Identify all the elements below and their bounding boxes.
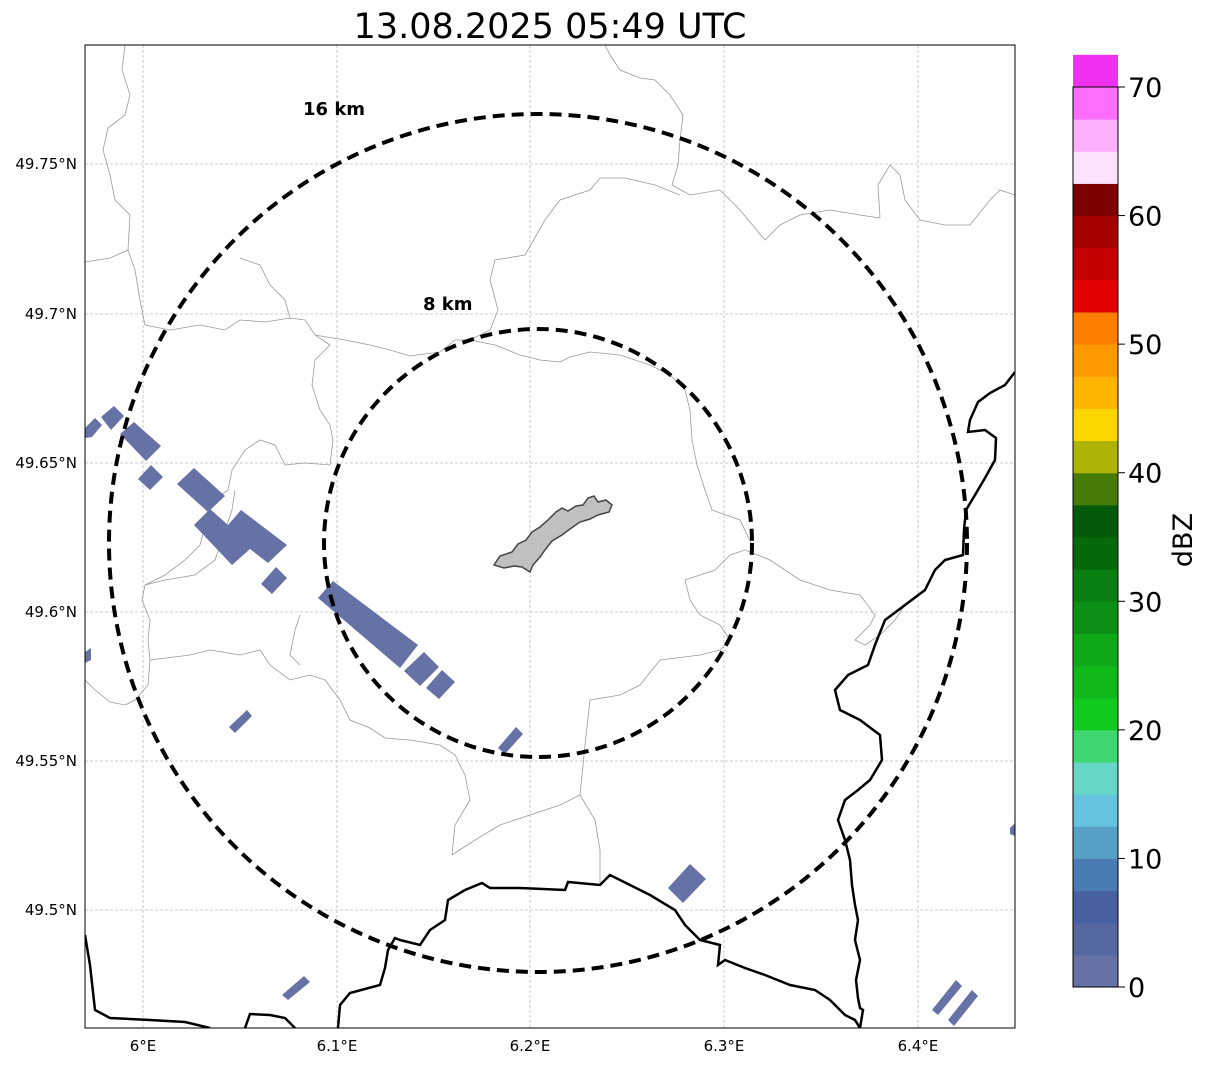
y-tick-label: 49.7°N <box>25 305 77 323</box>
colorbar-tick-label: 40 <box>1128 459 1162 490</box>
colorbar-tick-label: 20 <box>1128 716 1162 747</box>
colorbar-bin <box>1073 376 1118 409</box>
colorbar-bin <box>1073 151 1118 184</box>
echo-cell <box>1010 823 1015 836</box>
colorbar-tick-label: 60 <box>1128 202 1162 233</box>
x-tick-label: 6.4°E <box>898 1037 939 1055</box>
colorbar-bin <box>1073 279 1118 313</box>
ring-label-8km: 8 km <box>423 294 473 315</box>
echo-cell <box>948 990 978 1026</box>
municipal-boundaries <box>85 45 1015 885</box>
echo-cell <box>120 422 161 461</box>
y-tick-label: 49.75°N <box>15 155 77 173</box>
colorbar-bin <box>1073 119 1118 152</box>
echo-cell <box>668 864 706 903</box>
radar-echoes <box>85 406 1015 1026</box>
y-tick-label: 49.65°N <box>15 454 77 472</box>
colorbar-bin <box>1073 87 1118 120</box>
colorbar-bin <box>1073 729 1118 763</box>
colorbar-tick-label: 30 <box>1128 587 1162 618</box>
colorbar-bin <box>1073 890 1118 924</box>
colorbar-tick-label: 50 <box>1128 330 1162 361</box>
echo-cell <box>318 581 418 668</box>
echo-cell <box>229 710 252 733</box>
colorbar-bin <box>1073 826 1118 859</box>
echo-cell <box>138 465 163 490</box>
colorbar-ticks: 0 10 20 30 40 50 60 70 <box>1118 73 1162 1004</box>
x-tick-label: 6.3°E <box>704 1037 745 1055</box>
echo-cell <box>101 406 124 430</box>
colorbar-bin <box>1073 215 1118 249</box>
echo-cell <box>932 980 962 1015</box>
y-tick-label: 49.55°N <box>15 752 77 770</box>
colorbar-bin <box>1073 922 1118 956</box>
colorbar-bin <box>1073 312 1118 345</box>
y-tick-label: 49.5°N <box>25 901 77 919</box>
city-area <box>492 495 613 574</box>
ring-label-16km: 16 km <box>303 99 365 120</box>
colorbar-bin <box>1073 472 1118 506</box>
colorbar-bin <box>1073 858 1118 892</box>
colorbar-bin <box>1073 537 1118 570</box>
colorbar-bin <box>1073 601 1118 634</box>
colorbar-bin <box>1073 794 1118 827</box>
echo-cell <box>194 509 287 565</box>
colorbar: 0 10 20 30 40 50 60 70 dBZ <box>1072 54 1199 1004</box>
colorbar-bin <box>1073 665 1118 699</box>
colorbar-bin <box>1073 633 1118 667</box>
range-ring-16km <box>107 112 969 974</box>
colorbar-label: dBZ <box>1168 513 1199 567</box>
colorbar-tick-label: 10 <box>1128 844 1162 875</box>
echo-cell <box>498 727 523 754</box>
colorbar-frame <box>1072 86 1119 988</box>
colorbar-bin <box>1073 954 1118 988</box>
x-tick-labels: 6°E 6.1°E 6.2°E 6.3°E 6.4°E <box>130 1037 939 1055</box>
echo-cell <box>85 648 91 663</box>
range-rings <box>107 112 969 974</box>
echo-cell <box>261 567 287 594</box>
x-tick-label: 6.2°E <box>510 1037 551 1055</box>
range-ring-8km <box>322 327 754 759</box>
colorbar-bin <box>1073 183 1118 217</box>
colorbar-bin <box>1073 408 1118 442</box>
y-tick-label: 49.6°N <box>25 603 77 621</box>
colorbar-tick-label: 70 <box>1128 73 1162 104</box>
y-tick-labels: 49.75°N 49.7°N 49.65°N 49.6°N 49.55°N 49… <box>15 155 77 919</box>
colorbar-bin <box>1073 440 1118 474</box>
x-tick-label: 6°E <box>130 1037 157 1055</box>
figure-title: 13.08.2025 05:49 UTC <box>354 7 747 47</box>
echo-cell <box>426 670 455 699</box>
colorbar-bin <box>1073 697 1118 731</box>
colorbar-bin <box>1073 54 1118 88</box>
colorbar-bin <box>1073 569 1118 602</box>
echo-cell <box>404 652 439 686</box>
colorbar-bins <box>1073 54 1118 988</box>
colorbar-bin <box>1073 247 1118 281</box>
map-frame <box>84 44 1016 1029</box>
colorbar-bin <box>1073 344 1118 377</box>
echo-cell <box>282 976 310 1000</box>
colorbar-bin <box>1073 762 1118 795</box>
colorbar-bin <box>1073 504 1118 538</box>
colorbar-tick-label: 0 <box>1128 973 1145 1004</box>
x-tick-label: 6.1°E <box>317 1037 358 1055</box>
map-panel: 16 km 8 km <box>84 44 1016 1029</box>
echo-cell <box>85 418 102 438</box>
national-border <box>85 371 1015 1028</box>
echo-cell <box>177 468 225 512</box>
